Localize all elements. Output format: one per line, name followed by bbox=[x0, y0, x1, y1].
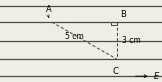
Text: 5 cm: 5 cm bbox=[65, 32, 84, 41]
Text: C: C bbox=[112, 67, 118, 76]
Text: B: B bbox=[120, 10, 126, 19]
Text: 3 cm: 3 cm bbox=[122, 36, 141, 45]
Text: E: E bbox=[154, 72, 159, 81]
Text: A: A bbox=[46, 5, 52, 14]
